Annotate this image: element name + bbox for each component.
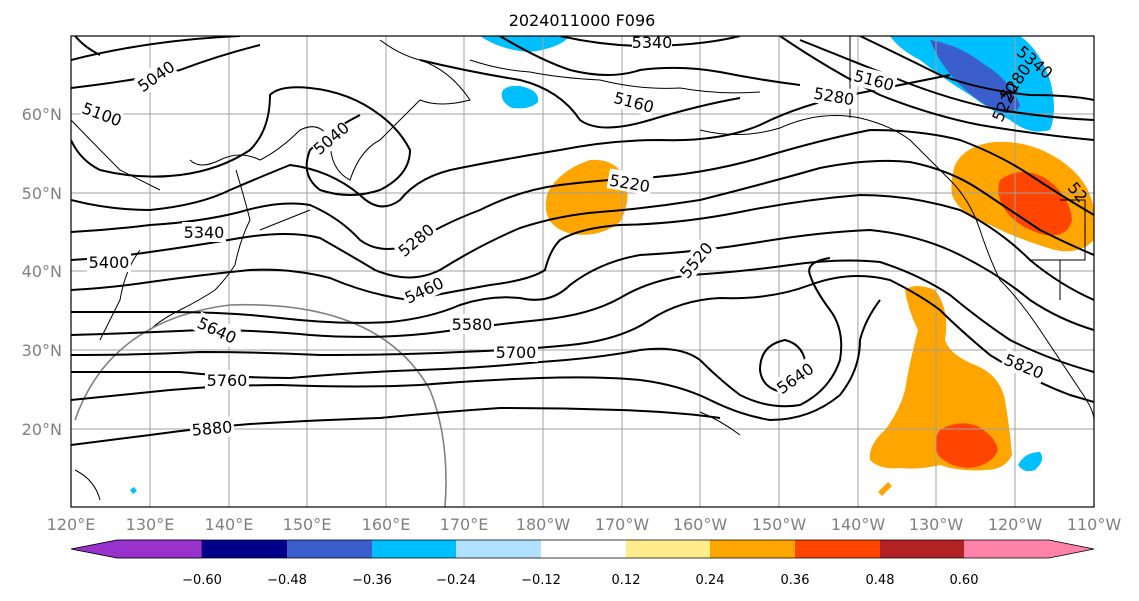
height-contours	[71, 36, 1094, 446]
lat-label-30: 30°N	[22, 341, 62, 360]
contour-label-5580: 5580	[452, 315, 493, 334]
colorbar-swatch-10	[964, 540, 1094, 558]
colorbar-tick-2: −0.36	[352, 573, 392, 588]
lon-label-110w: 110°W	[1067, 515, 1122, 534]
colorbar-swatch-4	[456, 540, 541, 558]
lon-label-150w: 150°W	[752, 515, 807, 534]
map-frame	[70, 35, 1095, 508]
colorbar-swatch-9	[880, 540, 964, 558]
contour-label-5340-left: 5340	[184, 223, 225, 242]
lon-label-170e: 170°E	[440, 515, 489, 534]
colorbar-tick-9: 0.60	[950, 573, 979, 588]
contour-label-5760: 5760	[207, 371, 248, 390]
colorbar-tick-1: −0.48	[267, 573, 307, 588]
colorbar-swatch-2	[287, 540, 372, 558]
lon-label-140w: 140°W	[831, 515, 886, 534]
longitude-labels: 120°E 130°E 140°E 150°E 160°E 170°E 180°…	[47, 515, 1122, 534]
lon-label-130w: 130°W	[909, 515, 964, 534]
colorbar-tick-3: −0.24	[436, 573, 476, 588]
colorbar-swatch-6	[626, 540, 710, 558]
lon-label-170w: 170°W	[595, 515, 650, 534]
range-ring	[74, 303, 447, 507]
lon-label-160e: 160°E	[362, 515, 411, 534]
colorbar-swatch-3	[372, 540, 456, 558]
lon-label-120e: 120°E	[47, 515, 96, 534]
coastlines	[71, 36, 1094, 501]
colorbar-tick-0: −0.60	[182, 573, 222, 588]
colorbar-swatch-5	[541, 540, 626, 558]
colorbar-swatch-8	[795, 540, 880, 558]
colorbar-swatch-0	[70, 539, 203, 559]
colorbar-tick-5: 0.12	[612, 573, 641, 588]
colorbar-tick-7: 0.36	[781, 573, 810, 588]
colorbar-tick-8: 0.48	[866, 573, 895, 588]
lon-label-180w: 180°W	[516, 515, 571, 534]
contour-label-5880: 5880	[191, 417, 233, 439]
contour-label-5400: 5400	[89, 253, 130, 272]
colorbar-swatch-1	[202, 540, 287, 558]
lon-label-150e: 150°E	[283, 515, 332, 534]
map-area: 5040 5100 5040 5340 5160 5160 5280 5220 …	[71, 33, 1094, 507]
lon-label-140e: 140°E	[205, 515, 254, 534]
contour-label-5700: 5700	[496, 343, 537, 362]
lat-label-50: 50°N	[22, 184, 62, 203]
colorbar-tick-4: −0.12	[521, 573, 561, 588]
map-title: 2024011000 F096	[509, 11, 656, 30]
lon-label-120w: 120°W	[988, 515, 1043, 534]
lat-label-20: 20°N	[22, 420, 62, 439]
anomaly-shading	[130, 36, 1094, 496]
lon-label-160w: 160°W	[673, 515, 728, 534]
colorbar-swatch-7	[710, 540, 795, 558]
lat-label-60: 60°N	[22, 105, 62, 124]
colorbar-tick-6: 0.24	[696, 573, 725, 588]
contour-label-5340-top: 5340	[632, 33, 673, 52]
colorbar: −0.60 −0.48 −0.36 −0.24 −0.12 0.12 0.24 …	[70, 539, 1095, 588]
lon-label-130e: 130°E	[126, 515, 175, 534]
lat-label-40: 40°N	[22, 262, 62, 281]
latitude-labels: 60°N 50°N 40°N 30°N 20°N	[22, 105, 62, 439]
